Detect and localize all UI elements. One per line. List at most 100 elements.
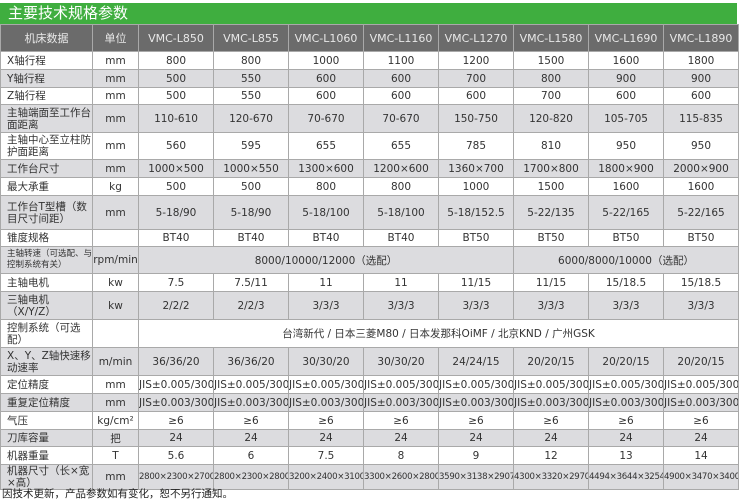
header-model: VMC-L855 (213, 24, 289, 52)
row-label: 刀库容量 (0, 429, 93, 447)
value-cell: JIS±0.005/300 (513, 375, 589, 394)
value-cell: 2800×2300×2700 (138, 464, 214, 490)
table-row: 主轴电机 kw 7.5 7.5/11 11 11 11/15 11/15 15/18.5 15/1… (0, 273, 739, 292)
value-cell: 800 (363, 177, 439, 196)
row-unit: kw (92, 291, 139, 320)
value-cell: ≥6 (663, 411, 739, 430)
value-cell: 900 (663, 69, 739, 88)
value-cell: 1500 (513, 177, 589, 196)
value-cell: 24 (363, 429, 439, 447)
value-cell: 3200×2400×3100 (288, 464, 364, 490)
value-cell: 11 (288, 273, 364, 292)
value-cell: 24 (513, 429, 589, 447)
row-label: 机器尺寸（长×宽×高） (0, 464, 93, 490)
value-cell: 70-670 (363, 104, 439, 133)
value-cell: 13 (588, 446, 664, 465)
row-unit: mm (92, 159, 139, 178)
value-cell: 800 (138, 51, 214, 70)
row-label: 锥度规格 (0, 229, 93, 247)
row-label: 气压 (0, 411, 93, 430)
value-cell: 550 (213, 69, 289, 88)
value-cell: 800 (288, 177, 364, 196)
value-cell: 2800×2300×2800 (213, 464, 289, 490)
value-cell: 3/3/3 (438, 291, 514, 320)
value-cell: 1600 (588, 51, 664, 70)
row-unit: m/min (92, 347, 139, 376)
value-cell: 1600 (588, 177, 664, 196)
row-unit: rpm/min (92, 246, 139, 274)
value-cell: 5-18/152.5 (438, 195, 514, 230)
header-model: VMC-L1690 (588, 24, 664, 52)
value-cell: 1200×600 (363, 159, 439, 178)
row-unit: mm (92, 393, 139, 412)
value-cell: 11 (363, 273, 439, 292)
value-cell: JIS±0.005/300 (213, 375, 289, 394)
value-cell: 655 (363, 132, 439, 160)
header-model: VMC-L1060 (288, 24, 364, 52)
value-cell: ≥6 (513, 411, 589, 430)
value-cell: 600 (363, 87, 439, 105)
row-unit: kw (92, 273, 139, 292)
table-row: Y轴行程 mm 500 550 600 600 700 800 900 900 (0, 69, 739, 88)
value-cell: 8000/10000/12000（选配） (138, 246, 514, 274)
value-cell: 15/18.5 (588, 273, 664, 292)
value-cell: 1000 (438, 177, 514, 196)
value-cell: 14 (663, 446, 739, 465)
row-unit: mm (92, 87, 139, 105)
table-row: 工作台尺寸 mm 1000×500 1000×550 1300×600 1200×600 1… (0, 159, 739, 178)
table-row: Z轴行程 mm 500 550 600 600 600 700 600 600 (0, 87, 739, 105)
footnote: 因技术更新，产品参数如有变化，恕不另行通知。 (2, 488, 233, 500)
header-label: 机床数据 (0, 24, 93, 52)
value-cell: 7.5 (138, 273, 214, 292)
value-cell: 1000×550 (213, 159, 289, 178)
value-cell: 1600 (663, 177, 739, 196)
table-row: 机器尺寸（长×宽×高） mm 2800×2300×2700 2800×2300×280… (0, 464, 739, 490)
header-model: VMC-L1890 (663, 24, 739, 52)
row-label: 重复定位精度 (0, 393, 93, 412)
value-cell: ≥6 (438, 411, 514, 430)
value-cell: BT40 (213, 229, 289, 247)
value-cell: 3/3/3 (288, 291, 364, 320)
value-cell: 500 (138, 69, 214, 88)
table-row: X、Y、Z轴快速移动速率 m/min 36/36/20 36/36/20 30/30/2… (0, 347, 739, 376)
value-cell: 120-820 (513, 104, 589, 133)
value-cell: ≥6 (213, 411, 289, 430)
table-row: 主轴转速（可选配、与控制系统有关） rpm/min 8000/10000/12000… (0, 246, 739, 274)
value-cell: 1000 (288, 51, 364, 70)
value-cell: JIS±0.005/300 (588, 375, 664, 394)
value-cell: BT50 (438, 229, 514, 247)
row-unit (92, 319, 139, 348)
value-cell: 500 (138, 87, 214, 105)
row-label: 主轴转速（可选配、与控制系统有关） (0, 246, 93, 274)
value-cell: 655 (288, 132, 364, 160)
row-unit: mm (92, 195, 139, 230)
row-label: 工作台尺寸 (0, 159, 93, 178)
value-cell: 36/36/20 (138, 347, 214, 376)
value-cell: JIS±0.005/300 (288, 375, 364, 394)
header-model: VMC-L1580 (513, 24, 589, 52)
row-unit: mm (92, 375, 139, 394)
row-unit: kg (92, 177, 139, 196)
value-cell: 3/3/3 (588, 291, 664, 320)
value-cell: 810 (513, 132, 589, 160)
value-cell: 台湾新代 / 日本三菱M80 / 日本发那科OiMF / 北京KND / 广州G… (138, 319, 739, 348)
value-cell: 24 (138, 429, 214, 447)
value-cell: 5-22/135 (513, 195, 589, 230)
table-row: X轴行程 mm 800 800 1000 1100 1200 1500 1600 1800 (0, 51, 739, 70)
row-label: Z轴行程 (0, 87, 93, 105)
value-cell: 560 (138, 132, 214, 160)
value-cell: 12 (513, 446, 589, 465)
value-cell: ≥6 (288, 411, 364, 430)
row-label: X、Y、Z轴快速移动速率 (0, 347, 93, 376)
value-cell: 5-22/165 (663, 195, 739, 230)
value-cell: 5-18/90 (138, 195, 214, 230)
value-cell: 115-835 (663, 104, 739, 133)
value-cell: 6000/8000/10000（选配） (513, 246, 739, 274)
value-cell: JIS±0.003/300 (663, 393, 739, 412)
row-label: Y轴行程 (0, 69, 93, 88)
value-cell: 600 (288, 87, 364, 105)
row-unit: 把 (92, 429, 139, 447)
value-cell: 5-18/100 (288, 195, 364, 230)
value-cell: 600 (438, 87, 514, 105)
value-cell: 500 (213, 177, 289, 196)
